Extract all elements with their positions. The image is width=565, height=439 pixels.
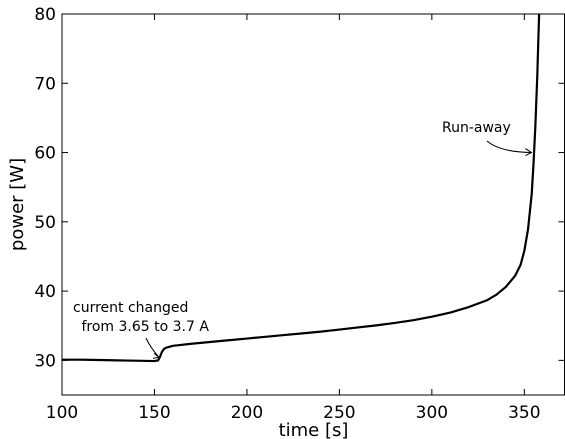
y-tick-label: 50 [34, 213, 56, 233]
annotation-arrowhead-current [152, 352, 161, 359]
y-axis-label: power [W] [7, 158, 28, 251]
annotation-current-changed: current changed from 3.65 to 3.7 A [73, 300, 209, 335]
annotation-arrow-runaway [486, 140, 532, 154]
x-tick-label: 100 [46, 403, 78, 423]
annotations: current changed from 3.65 to 3.7 A Run-aw… [73, 120, 533, 359]
x-axis-label: time [s] [279, 420, 349, 439]
y-tick-label: 40 [34, 282, 56, 302]
y-tick-label: 60 [34, 144, 56, 164]
x-tick-label: 250 [323, 403, 355, 423]
ticks: 100 150 200 250 300 350 30 40 50 60 70 80 [34, 5, 565, 423]
x-tick-label: 200 [231, 403, 263, 423]
annotation-arrowhead-runaway [525, 148, 533, 156]
annotation-arrow-current [145, 337, 160, 358]
x-tick-label: 350 [508, 403, 540, 423]
x-tick-label: 150 [138, 403, 170, 423]
x-tick-label: 300 [416, 403, 448, 423]
y-tick-label: 30 [34, 351, 56, 371]
annotation-run-away: Run-away [442, 120, 511, 136]
y-tick-label: 80 [34, 5, 56, 25]
axes-frame [61, 13, 565, 396]
y-tick-label: 70 [34, 74, 56, 94]
